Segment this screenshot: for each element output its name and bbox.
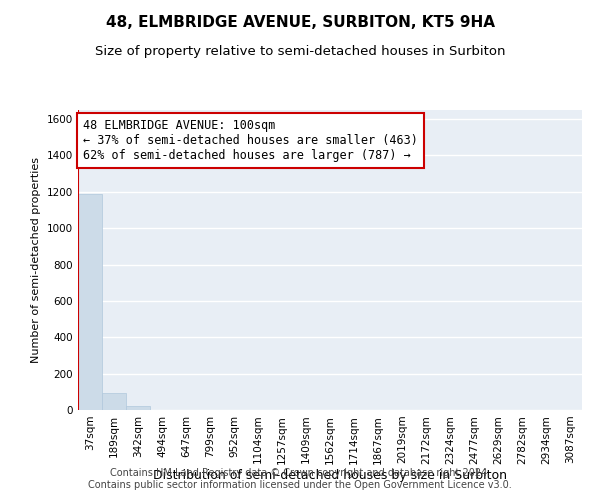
Text: Contains HM Land Registry data © Crown copyright and database right 2024.
Contai: Contains HM Land Registry data © Crown c… — [88, 468, 512, 490]
Bar — [126, 406, 150, 410]
Text: 48, ELMBRIDGE AVENUE, SURBITON, KT5 9HA: 48, ELMBRIDGE AVENUE, SURBITON, KT5 9HA — [106, 15, 494, 30]
Y-axis label: Number of semi-detached properties: Number of semi-detached properties — [31, 157, 41, 363]
Bar — [102, 393, 126, 410]
Text: Size of property relative to semi-detached houses in Surbiton: Size of property relative to semi-detach… — [95, 45, 505, 58]
Bar — [78, 194, 102, 410]
X-axis label: Distribution of semi-detached houses by size in Surbiton: Distribution of semi-detached houses by … — [153, 469, 507, 482]
Text: 48 ELMBRIDGE AVENUE: 100sqm
← 37% of semi-detached houses are smaller (463)
62% : 48 ELMBRIDGE AVENUE: 100sqm ← 37% of sem… — [83, 119, 418, 162]
